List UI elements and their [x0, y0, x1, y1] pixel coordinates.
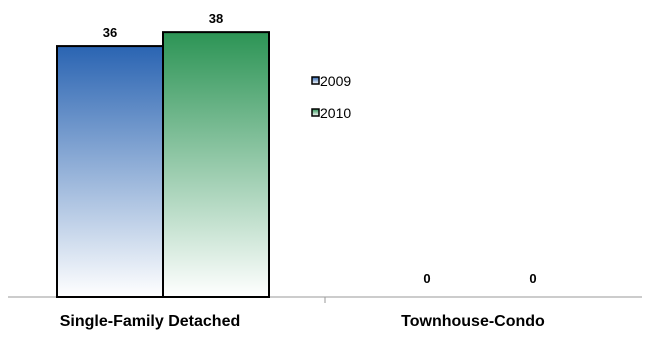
bars — [56, 31, 270, 298]
data-label-2010-townhouse-condo: 0 — [529, 271, 536, 286]
data-label-2009-townhouse-condo: 0 — [423, 271, 430, 286]
bar-2009-single-family-detached — [56, 45, 164, 298]
legend-swatch-2010 — [311, 108, 320, 117]
legend-label-2009: 2009 — [320, 73, 351, 89]
legend: 2009 2010 — [311, 73, 351, 121]
data-label-2009-single-family-detached: 36 — [103, 25, 117, 40]
category-label-single-family: Single-Family Detached — [60, 313, 241, 330]
legend-swatch-2009 — [311, 76, 320, 85]
category-label-townhouse: Townhouse-Condo — [401, 313, 545, 330]
data-label-2010-single-family-detached: 38 — [209, 11, 223, 26]
legend-item-2009: 2009 — [311, 73, 351, 89]
data-labels: 36 0 38 0 — [103, 11, 537, 286]
legend-label-2010: 2010 — [320, 105, 351, 121]
legend-item-2010: 2010 — [311, 105, 351, 121]
bar-2010-single-family-detached — [162, 31, 270, 298]
